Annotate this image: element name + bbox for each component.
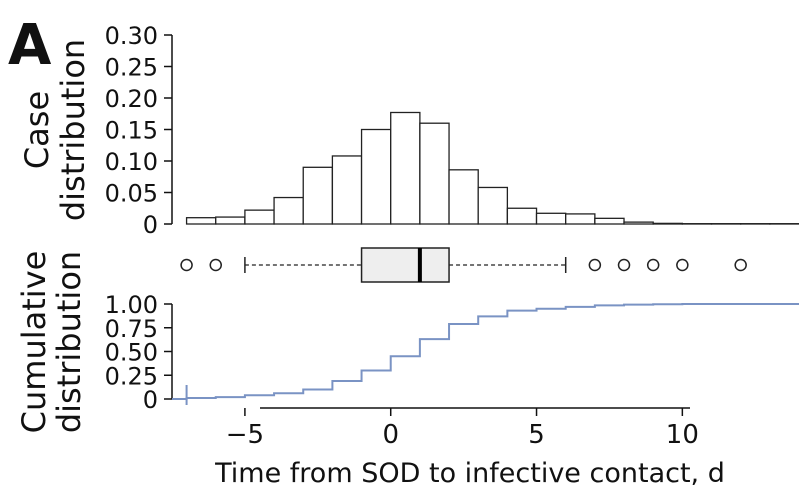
hist-y-tick-label: 0.30: [105, 22, 158, 50]
cum-y-tick-label: 0.50: [105, 339, 158, 367]
cum-ylabel-line2: distribution: [50, 251, 88, 433]
hist-bar: [506, 207, 538, 225]
hist-ylabel-line1: Case: [18, 91, 56, 169]
box-outlier: [209, 258, 222, 272]
cumulative-panel: Cumulative distribution 00.250.500.751.0…: [15, 251, 799, 489]
hist-bar: [448, 169, 479, 225]
hist-bar: [477, 186, 509, 225]
hist-bar: [185, 217, 217, 225]
hist-bar: [390, 111, 421, 225]
cum-y-tick-label: 0: [143, 386, 158, 414]
box-outlier: [676, 258, 689, 272]
hist-bar: [623, 221, 654, 225]
boxplot-panel: [180, 247, 747, 283]
box-iqr: [360, 247, 450, 283]
box-outlier: [617, 258, 631, 272]
cum-y-tick-label: 1.00: [105, 291, 158, 319]
x-axis-label: Time from SOD to infective contact, d: [214, 458, 725, 489]
hist-bar: [565, 213, 596, 225]
hist-y-tick-label: 0: [143, 211, 158, 239]
box-outlier: [646, 258, 660, 272]
hist-y-tick-label: 0.05: [105, 180, 158, 208]
hist-bar: [244, 209, 275, 225]
box-outlier: [180, 258, 193, 272]
hist-bar: [419, 122, 450, 225]
x-tick-label: −5: [226, 420, 264, 450]
hist-y-tick-label: 0.10: [105, 148, 158, 176]
hist-bar: [652, 222, 683, 225]
cum-ylabel-line1: Cumulative: [15, 251, 53, 434]
x-ticks: −5 0 5 10: [226, 408, 699, 450]
x-tick-label: 5: [528, 420, 545, 450]
hist-bar: [215, 216, 246, 225]
cum-y-tick-label: 0.25: [105, 362, 158, 390]
hist-y-tick-label: 0.20: [105, 85, 158, 113]
x-tick-label: 10: [666, 420, 699, 450]
cumulative-step-line: [172, 303, 799, 400]
box-outlier: [734, 258, 747, 272]
histogram-panel: Case distribution 00.050.100.150.200.250…: [18, 22, 799, 239]
hist-bar: [360, 128, 392, 225]
hist-y-tick-label: 0.25: [105, 54, 158, 82]
panel-label: A: [8, 13, 52, 78]
hist-bar: [535, 212, 567, 225]
cum-y-ticks: 00.250.500.751.00: [105, 291, 172, 414]
cum-y-tick-label: 0.75: [105, 315, 158, 343]
hist-bar: [302, 166, 334, 225]
hist-y-tick-label: 0.15: [105, 117, 158, 145]
x-tick-label: 0: [382, 420, 399, 450]
hist-bar: [331, 155, 363, 225]
box-outlier: [588, 258, 602, 272]
hist-bar: [273, 196, 304, 225]
hist-ylabel-line2: distribution: [54, 39, 92, 221]
hist-y-ticks: 0 0.05 0.10 0.15 0.20 0.25 0.30: [105, 22, 172, 239]
hist-bars: [185, 111, 799, 225]
hist-bar: [594, 217, 625, 225]
